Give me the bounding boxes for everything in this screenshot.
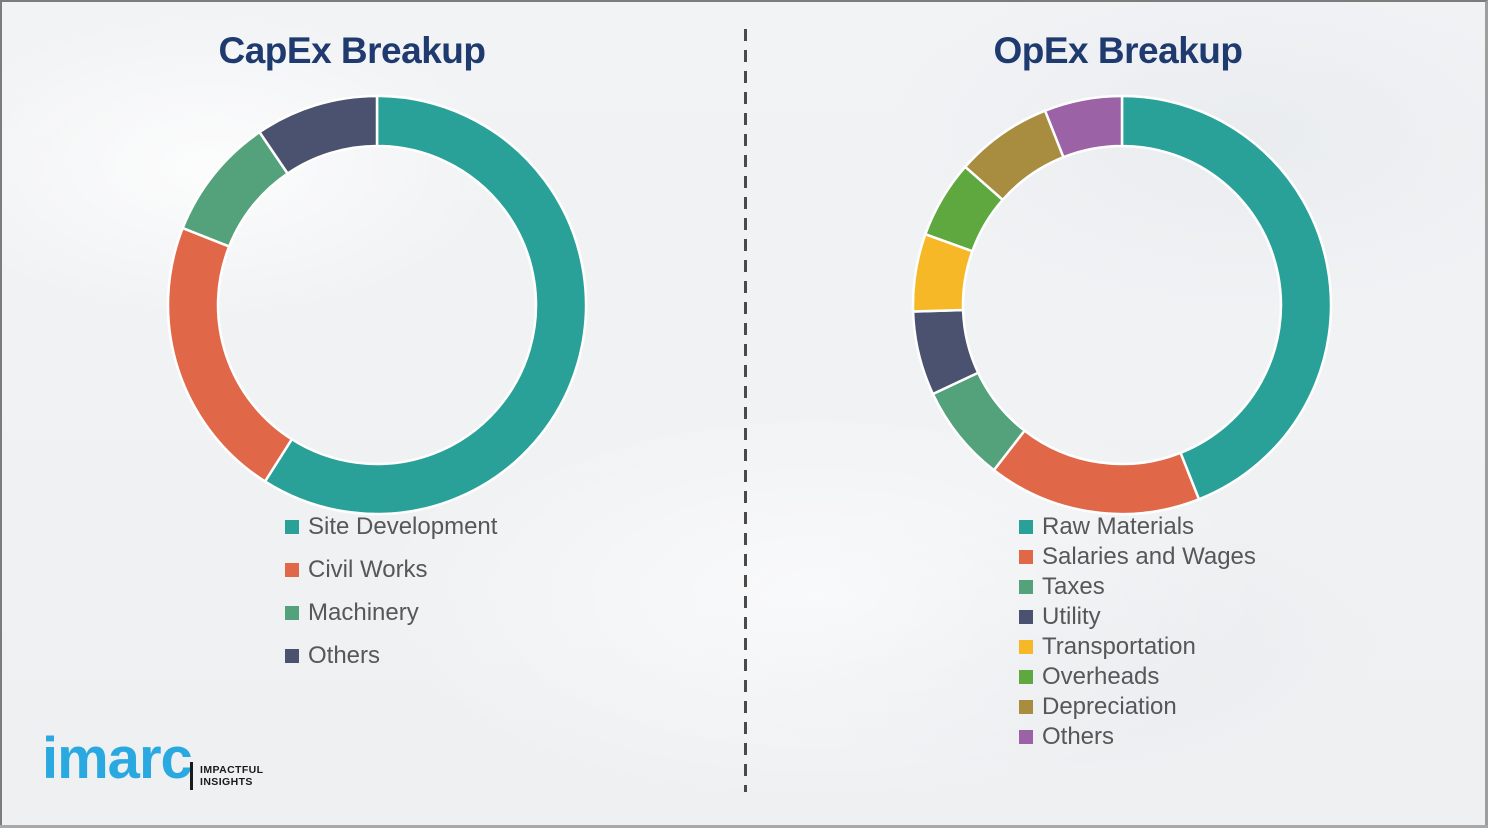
legend-label: Overheads [1042,663,1160,690]
donut-segment-salaries-and-wages [992,428,1201,516]
legend-item-civil-works: Civil Works [285,557,497,583]
vertical-dashed-divider [744,29,747,792]
capex-chart-title: CapEx Breakup [218,30,487,71]
legend-item-taxes: Taxes [1019,574,1256,600]
donut-segment-others [1043,94,1124,159]
logo-tagline-line2: INSIGHTS [200,776,253,789]
donut-segment-site-development [263,94,588,516]
logo-tagline-line1: IMPACTFUL [200,764,264,776]
legend-swatch [285,563,299,577]
capex-donut-chart [157,85,597,525]
legend-swatch [285,606,299,620]
legend-item-others: Others [285,643,497,669]
legend-swatch [1019,640,1033,654]
donut-segment-others [257,94,379,176]
legend-label: Depreciation [1042,693,1177,720]
legend-swatch [1019,520,1033,534]
legend-item-salaries-and-wages: Salaries and Wages [1019,544,1256,570]
legend-item-overheads: Overheads [1019,664,1256,690]
opex-legend: Raw Materials Salaries and Wages Taxes Util… [1019,514,1256,750]
legend-swatch [285,649,299,663]
legend-swatch [1019,550,1033,564]
donut-segment-civil-works [166,226,294,484]
legend-label: Site Development [308,513,498,540]
legend-label: Civil Works [308,556,428,583]
legend-swatch [1019,730,1033,744]
legend-swatch [1019,700,1033,714]
legend-label: Raw Materials [1042,513,1195,540]
bottom-rule [0,825,1488,828]
legend-item-site-development: Site Development [285,514,497,540]
legend-item-utility: Utility [1019,604,1256,630]
opex-donut-svg [911,94,1333,516]
legend-item-transportation: Transportation [1019,634,1256,660]
legend-swatch [1019,610,1033,624]
opex-donut-chart [902,85,1342,525]
legend-label: Utility [1042,603,1101,630]
legend-label: Others [308,642,381,669]
opex-chart-title: OpEx Breakup [993,30,1243,71]
legend-swatch [1019,580,1033,594]
donut-segment-raw-materials [1120,94,1333,501]
capex-legend: Site Development Civil Works Machinery Othe… [285,514,497,669]
legend-swatch [285,520,299,534]
legend-label: Salaries and Wages [1042,543,1256,570]
legend-item-others: Others [1019,724,1256,750]
imarc-wordmark: imarc [42,726,193,791]
legend-item-raw-materials: Raw Materials [1019,514,1256,540]
capex-donut-svg [166,94,588,516]
logo-separator-bar [190,762,193,790]
legend-label: Machinery [308,599,419,626]
legend-swatch [1019,670,1033,684]
legend-label: Others [1042,723,1115,750]
legend-item-machinery: Machinery [285,600,497,626]
logo-tagline: IMPACTFUL INSIGHTS [200,764,263,789]
legend-item-depreciation: Depreciation [1019,694,1256,720]
legend-label: Transportation [1042,633,1196,660]
legend-label: Taxes [1042,573,1105,600]
